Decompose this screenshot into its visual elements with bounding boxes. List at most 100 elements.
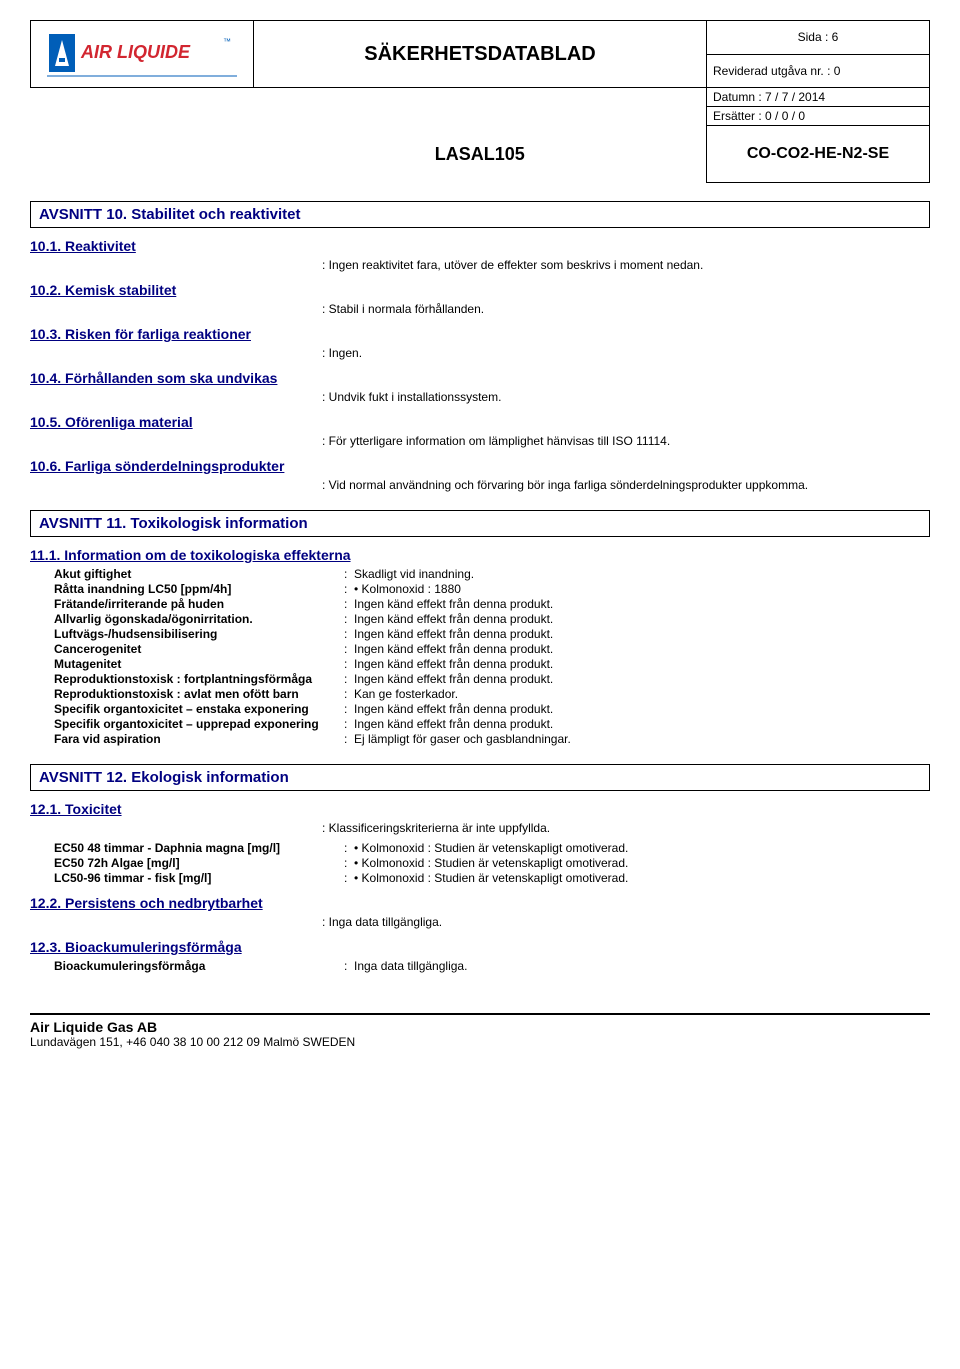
kv-val: Ingen känd effekt från denna produkt. <box>354 597 930 611</box>
kv-val: Skadligt vid inandning. <box>354 567 930 581</box>
kv-key: Akut giftighet <box>30 567 344 581</box>
kv-row: LC50-96 timmar - fisk [mg/l]:• Kolmonoxi… <box>30 871 930 885</box>
kv-sep: : <box>344 642 354 656</box>
kv-val: Ingen känd effekt från denna produkt. <box>354 612 930 626</box>
s10-3-head: 10.3. Risken för farliga reaktioner <box>30 326 930 342</box>
kv-row: Specifik organtoxicitet – enstaka expone… <box>30 702 930 716</box>
kv-key: Mutagenitet <box>30 657 344 671</box>
kv-val: Ingen känd effekt från denna produkt. <box>354 627 930 641</box>
svg-text:AIR LIQUIDE: AIR LIQUIDE <box>80 42 191 62</box>
section-10-title: AVSNITT 10. Stabilitet och reaktivitet <box>30 201 930 228</box>
s10-6-val: Vid normal användning och förvaring bör … <box>30 478 930 492</box>
doc-title: SÄKERHETSDATABLAD <box>254 21 707 88</box>
section-11-title: AVSNITT 11. Toxikologisk information <box>30 510 930 537</box>
s12-1-val: Klassificeringskriterierna är inte uppfy… <box>30 821 930 835</box>
kv-row: Allvarlig ögonskada/ögonirritation.:Inge… <box>30 612 930 626</box>
kv-val: Inga data tillgängliga. <box>354 959 930 973</box>
kv-val: Ingen känd effekt från denna produkt. <box>354 702 930 716</box>
kv-row: Mutagenitet:Ingen känd effekt från denna… <box>30 657 930 671</box>
kv-sep: : <box>344 657 354 671</box>
meta-replaces: Ersätter : 0 / 0 / 0 <box>707 107 930 126</box>
s10-3-val: Ingen. <box>30 346 930 360</box>
kv-key: Cancerogenitet <box>30 642 344 656</box>
kv-key: EC50 48 timmar - Daphnia magna [mg/l] <box>30 841 344 855</box>
kv-sep: : <box>344 627 354 641</box>
kv-sep: : <box>344 672 354 686</box>
svg-text:™: ™ <box>223 37 231 46</box>
kv-key: EC50 72h Algae [mg/l] <box>30 856 344 870</box>
s10-2-val: Stabil i normala förhållanden. <box>30 302 930 316</box>
s10-1-head: 10.1. Reaktivitet <box>30 238 930 254</box>
kv-row: Specifik organtoxicitet – upprepad expon… <box>30 717 930 731</box>
kv-sep: : <box>344 582 354 596</box>
kv-row: Fara vid aspiration:Ej lämpligt för gase… <box>30 732 930 746</box>
footer-company: Air Liquide Gas AB <box>30 1019 930 1035</box>
kv-val: • Kolmonoxid : Studien är vetenskapligt … <box>354 856 930 870</box>
kv-val: Ingen känd effekt från denna produkt. <box>354 672 930 686</box>
kv-key: Reproduktionstoxisk : fortplantningsförm… <box>30 672 344 686</box>
kv-key: Luftvägs-/hudsensibilisering <box>30 627 344 641</box>
meta-page: Sida : 6 <box>707 21 930 55</box>
kv-sep: : <box>344 856 354 870</box>
kv-val: Ingen känd effekt från denna produkt. <box>354 657 930 671</box>
kv-val: Ingen känd effekt från denna produkt. <box>354 717 930 731</box>
kv-key: Frätande/irriterande på huden <box>30 597 344 611</box>
footer: Air Liquide Gas AB Lundavägen 151, +46 0… <box>30 1013 930 1049</box>
kv-sep: : <box>344 687 354 701</box>
kv-sep: : <box>344 959 354 973</box>
product-name: LASAL105 <box>254 126 707 183</box>
kv-sep: : <box>344 732 354 746</box>
kv-row: EC50 48 timmar - Daphnia magna [mg/l]:• … <box>30 841 930 855</box>
kv-val: • Kolmonoxid : 1880 <box>354 582 930 596</box>
s10-4-head: 10.4. Förhållanden som ska undvikas <box>30 370 930 386</box>
kv-key: Fara vid aspiration <box>30 732 344 746</box>
air-liquide-logo: AIR LIQUIDE ™ <box>47 28 237 78</box>
doc-header-table: AIR LIQUIDE ™ SÄKERHETSDATABLAD Sida : 6… <box>30 20 930 183</box>
kv-row: Akut giftighet:Skadligt vid inandning. <box>30 567 930 581</box>
s10-2-head: 10.2. Kemisk stabilitet <box>30 282 930 298</box>
logo-cell: AIR LIQUIDE ™ <box>31 21 254 88</box>
kv-row: Reproduktionstoxisk : avlat men ofött ba… <box>30 687 930 701</box>
kv-key: Allvarlig ögonskada/ögonirritation. <box>30 612 344 626</box>
kv-val: Ingen känd effekt från denna produkt. <box>354 642 930 656</box>
s11-rows-container: Akut giftighet:Skadligt vid inandning.Rå… <box>30 567 930 746</box>
s10-1-val: Ingen reaktivitet fara, utöver de effekt… <box>30 258 930 272</box>
kv-val: Kan ge fosterkador. <box>354 687 930 701</box>
kv-row: EC50 72h Algae [mg/l]:• Kolmonoxid : Stu… <box>30 856 930 870</box>
kv-key: Reproduktionstoxisk : avlat men ofött ba… <box>30 687 344 701</box>
kv-val: • Kolmonoxid : Studien är vetenskapligt … <box>354 841 930 855</box>
s11-1-head: 11.1. Information om de toxikologiska ef… <box>30 547 930 563</box>
kv-sep: : <box>344 612 354 626</box>
s10-6-head: 10.6. Farliga sönderdelningsprodukter <box>30 458 930 474</box>
s12-rows-container: EC50 48 timmar - Daphnia magna [mg/l]:• … <box>30 841 930 885</box>
meta-date: Datumn : 7 / 7 / 2014 <box>707 88 930 107</box>
kv-row: Reproduktionstoxisk : fortplantningsförm… <box>30 672 930 686</box>
kv-sep: : <box>344 567 354 581</box>
kv-key: LC50-96 timmar - fisk [mg/l] <box>30 871 344 885</box>
kv-val: • Kolmonoxid : Studien är vetenskapligt … <box>354 871 930 885</box>
s10-5-val: För ytterligare information om lämplighe… <box>30 434 930 448</box>
kv-row: Cancerogenitet:Ingen känd effekt från de… <box>30 642 930 656</box>
s12-1-head: 12.1. Toxicitet <box>30 801 930 817</box>
kv-val: Ej lämpligt för gaser och gasblandningar… <box>354 732 930 746</box>
s12-2-val: Inga data tillgängliga. <box>30 915 930 929</box>
s12-3-head: 12.3. Bioackumuleringsförmåga <box>30 939 930 955</box>
section-12-title: AVSNITT 12. Ekologisk information <box>30 764 930 791</box>
kv-key: Bioackumuleringsförmåga <box>30 959 344 973</box>
s10-4-val: Undvik fukt i installationssystem. <box>30 390 930 404</box>
s12-rows3-container: Bioackumuleringsförmåga:Inga data tillgä… <box>30 959 930 973</box>
kv-row: Råtta inandning LC50 [ppm/4h]:• Kolmonox… <box>30 582 930 596</box>
kv-key: Specifik organtoxicitet – upprepad expon… <box>30 717 344 731</box>
meta-revision: Reviderad utgåva nr. : 0 <box>707 54 930 88</box>
kv-row: Bioackumuleringsförmåga:Inga data tillgä… <box>30 959 930 973</box>
kv-key: Råtta inandning LC50 [ppm/4h] <box>30 582 344 596</box>
kv-sep: : <box>344 717 354 731</box>
footer-address: Lundavägen 151, +46 040 38 10 00 212 09 … <box>30 1035 930 1049</box>
product-code: CO-CO2-HE-N2-SE <box>707 126 930 183</box>
kv-sep: : <box>344 841 354 855</box>
kv-row: Frätande/irriterande på huden:Ingen känd… <box>30 597 930 611</box>
kv-sep: : <box>344 702 354 716</box>
s12-2-head: 12.2. Persistens och nedbrytbarhet <box>30 895 930 911</box>
kv-sep: : <box>344 871 354 885</box>
kv-row: Luftvägs-/hudsensibilisering:Ingen känd … <box>30 627 930 641</box>
